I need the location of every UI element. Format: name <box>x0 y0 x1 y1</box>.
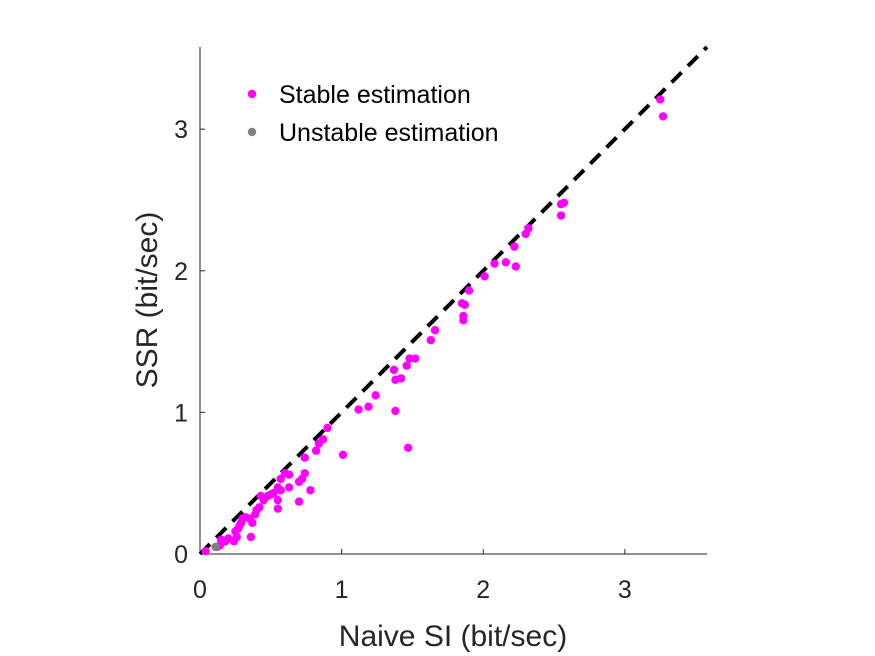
data-point <box>402 361 411 370</box>
x-tick-label: 3 <box>618 576 632 604</box>
data-point <box>656 95 665 104</box>
series-stable <box>201 95 668 556</box>
data-point <box>306 486 315 495</box>
data-point <box>426 335 436 345</box>
data-point <box>246 532 256 542</box>
data-point <box>510 242 519 251</box>
data-point <box>231 527 240 536</box>
data-point <box>323 423 332 433</box>
data-point <box>294 477 304 486</box>
data-point <box>556 211 566 220</box>
x-tick-label: 2 <box>476 576 490 604</box>
data-point <box>521 229 530 239</box>
data-point <box>276 474 285 484</box>
data-point <box>480 272 489 281</box>
x-axis-ticks: 0 1 2 3 <box>193 549 632 604</box>
data-point <box>314 439 324 448</box>
legend-label: Unstable estimation <box>279 119 499 147</box>
data-point <box>294 497 304 506</box>
data-point <box>354 405 363 414</box>
legend-marker <box>247 89 257 99</box>
data-point <box>490 259 499 268</box>
data-point <box>201 546 210 556</box>
data-point <box>658 112 668 121</box>
data-point <box>371 391 380 400</box>
data-point <box>338 450 348 460</box>
x-axis-title: Naive SI (bit/sec) <box>339 620 567 653</box>
data-point <box>273 495 283 505</box>
data-points <box>201 95 668 556</box>
data-point <box>464 286 474 295</box>
legend: Stable estimation Unstable estimation <box>247 81 499 147</box>
x-tick-label: 1 <box>335 576 349 604</box>
series-unstable <box>211 542 220 552</box>
data-point <box>405 354 414 363</box>
data-point <box>256 491 266 501</box>
y-tick-label: 2 <box>174 258 188 286</box>
data-point <box>300 453 309 462</box>
data-point <box>273 504 283 513</box>
y-tick-label: 0 <box>174 541 188 569</box>
data-point <box>389 365 399 375</box>
data-point <box>211 542 220 552</box>
y-axis-title: SSR (bit/sec) <box>131 212 164 389</box>
legend-label: Stable estimation <box>279 81 471 109</box>
y-axis-ticks: 0 1 2 3 <box>174 116 205 569</box>
data-point <box>430 326 440 335</box>
data-point <box>511 262 521 271</box>
data-point <box>460 300 470 309</box>
data-point <box>403 443 413 452</box>
data-point <box>391 406 400 416</box>
data-point <box>311 446 321 455</box>
y-tick-label: 1 <box>174 399 188 427</box>
data-point <box>556 199 566 209</box>
data-point <box>459 316 468 325</box>
data-point <box>364 402 373 411</box>
data-point <box>285 483 294 492</box>
legend-marker <box>247 127 257 137</box>
data-point <box>391 375 400 385</box>
data-point <box>501 258 511 267</box>
x-tick-label: 0 <box>193 576 207 604</box>
y-tick-label: 3 <box>174 116 188 144</box>
